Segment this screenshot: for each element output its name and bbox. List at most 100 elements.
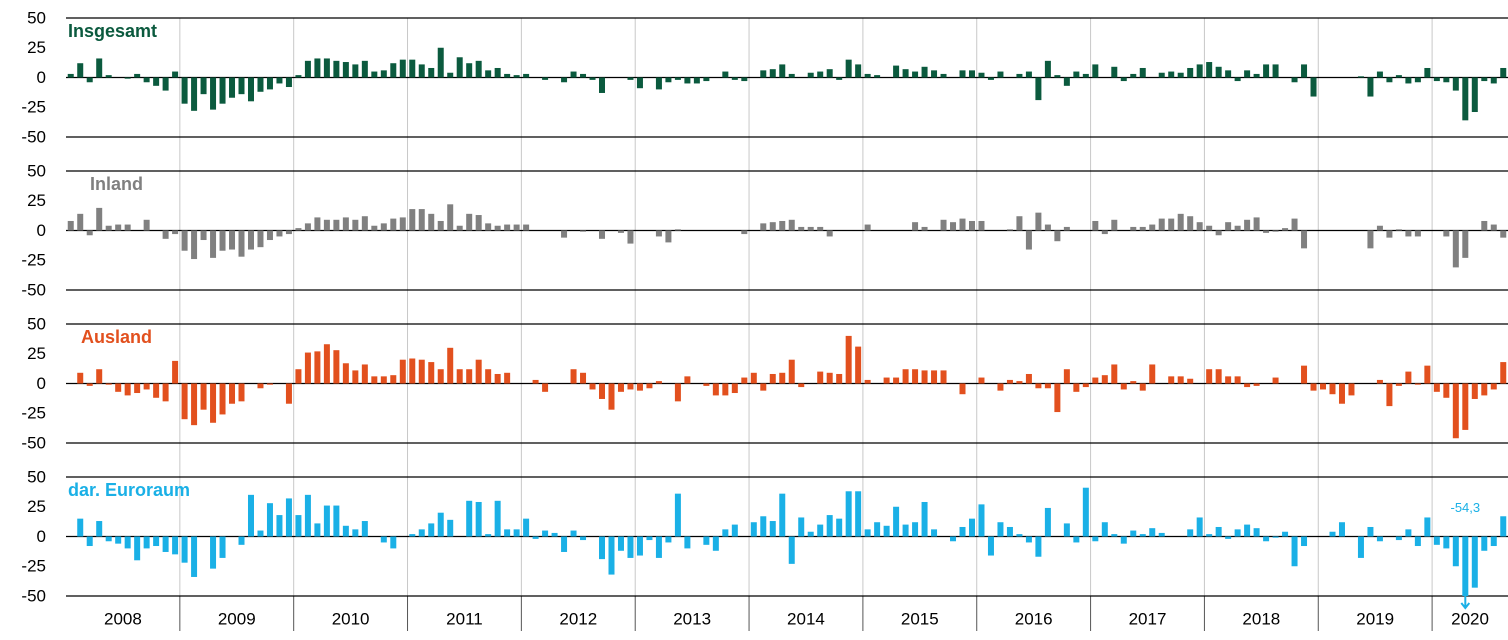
bar xyxy=(1377,380,1383,384)
bar xyxy=(409,359,415,384)
bar xyxy=(220,78,226,104)
bar xyxy=(1367,231,1373,249)
bar xyxy=(314,523,320,536)
bar xyxy=(1007,527,1013,537)
y-tick-label: -25 xyxy=(21,557,46,576)
bar xyxy=(836,78,842,80)
bar xyxy=(1424,517,1430,536)
y-tick-label: 0 xyxy=(37,68,46,87)
bar xyxy=(1130,74,1136,78)
bar xyxy=(400,60,406,78)
bar xyxy=(1263,231,1269,233)
x-tick-label: 2010 xyxy=(332,609,370,628)
bar xyxy=(495,226,501,231)
bar xyxy=(447,204,453,230)
bar xyxy=(1140,384,1146,391)
bar xyxy=(675,78,681,80)
bar xyxy=(1339,522,1345,536)
bar xyxy=(1472,78,1478,113)
bar xyxy=(1405,529,1411,536)
bar xyxy=(115,225,121,231)
bar xyxy=(827,515,833,536)
bar xyxy=(978,504,984,536)
bar xyxy=(590,78,596,80)
bar xyxy=(447,348,453,384)
bar xyxy=(618,231,624,233)
bar xyxy=(1263,537,1269,542)
bar xyxy=(1026,231,1032,250)
bar xyxy=(770,374,776,384)
bar xyxy=(741,231,747,235)
bar xyxy=(865,225,871,231)
bar xyxy=(1235,226,1241,231)
bar xyxy=(115,537,121,544)
bar xyxy=(969,70,975,77)
bar xyxy=(808,227,814,231)
bar xyxy=(87,537,93,547)
bar xyxy=(1481,384,1487,396)
bar xyxy=(68,74,74,78)
bar xyxy=(1187,216,1193,230)
bar xyxy=(941,74,947,78)
bar xyxy=(400,217,406,230)
bar xyxy=(1130,381,1136,383)
bar xyxy=(542,531,548,537)
y-tick-label: -50 xyxy=(21,433,46,452)
bar xyxy=(1168,219,1174,231)
bar xyxy=(789,360,795,384)
bar xyxy=(476,215,482,230)
bar xyxy=(1016,381,1022,383)
bar xyxy=(1225,376,1231,383)
bar xyxy=(134,537,140,561)
bar xyxy=(1197,222,1203,230)
bar xyxy=(343,62,349,77)
bar xyxy=(257,531,263,537)
bar xyxy=(1102,231,1108,235)
bar xyxy=(1254,528,1260,536)
panel-title: dar. Euroraum xyxy=(68,480,190,500)
bar xyxy=(1491,537,1497,547)
bar xyxy=(922,502,928,537)
bar xyxy=(1301,537,1307,547)
bar xyxy=(457,369,463,383)
bar xyxy=(903,69,909,77)
bar xyxy=(286,78,292,88)
bar xyxy=(779,373,785,384)
bar xyxy=(1386,78,1392,83)
y-tick-label: 0 xyxy=(37,221,46,240)
bar xyxy=(1358,537,1364,558)
bar xyxy=(1244,220,1250,231)
bar xyxy=(257,231,263,248)
bar xyxy=(1225,537,1231,539)
bar xyxy=(495,68,501,78)
bar xyxy=(1481,221,1487,231)
bar xyxy=(874,522,880,536)
bar xyxy=(276,231,282,237)
bar xyxy=(343,526,349,537)
bar xyxy=(884,526,890,537)
bar xyxy=(1073,384,1079,392)
bar xyxy=(618,537,624,551)
bar xyxy=(115,384,121,392)
x-tick-label: 2012 xyxy=(559,609,597,628)
bar xyxy=(1187,529,1193,536)
bar xyxy=(656,231,662,237)
bar xyxy=(210,384,216,423)
bar xyxy=(1149,364,1155,383)
bar xyxy=(1140,68,1146,78)
bar xyxy=(1035,537,1041,557)
bar xyxy=(1092,378,1098,384)
bar xyxy=(1358,76,1364,77)
bar xyxy=(675,494,681,537)
y-tick-label: 50 xyxy=(27,467,46,486)
bar xyxy=(1339,384,1345,404)
bar xyxy=(352,64,358,77)
bar xyxy=(760,516,766,536)
bar xyxy=(68,221,74,231)
bar xyxy=(428,214,434,231)
bar xyxy=(144,78,150,83)
bar xyxy=(1292,219,1298,231)
bar xyxy=(333,61,339,78)
bar xyxy=(561,537,567,552)
bar xyxy=(1462,231,1468,258)
